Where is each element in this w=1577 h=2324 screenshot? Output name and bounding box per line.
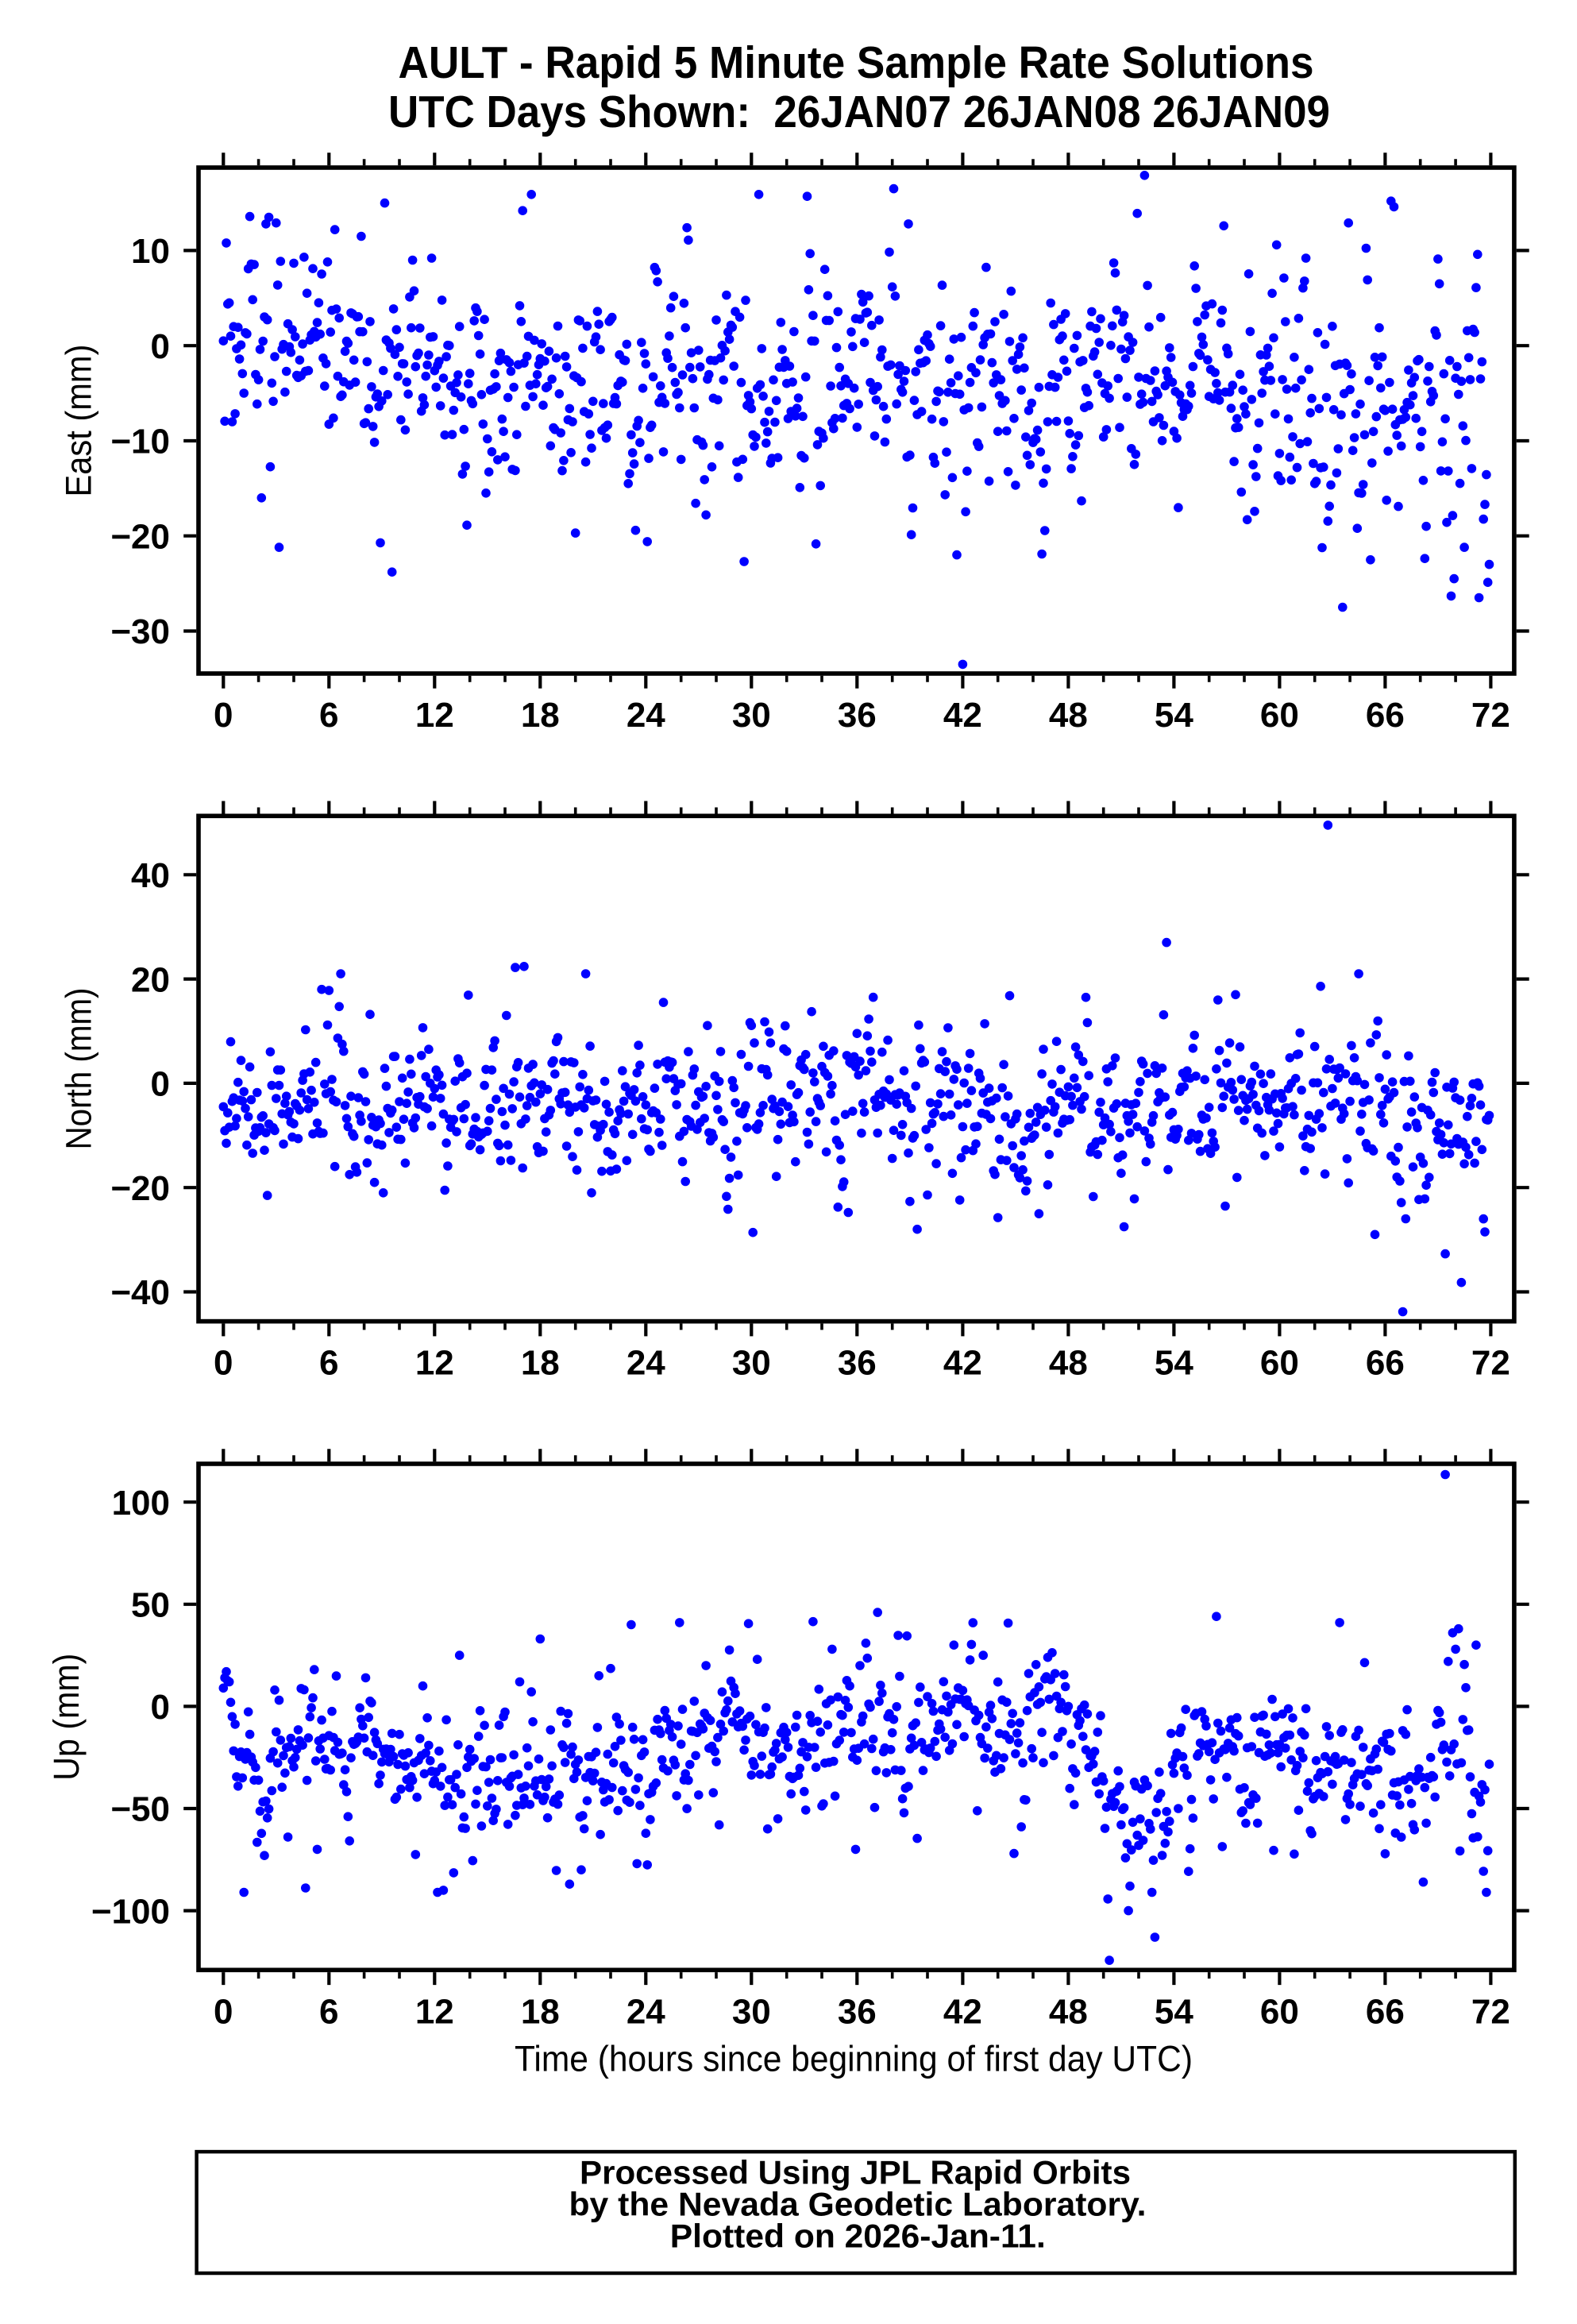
svg-text:72: 72 xyxy=(1471,1992,1510,2031)
svg-text:36: 36 xyxy=(838,696,877,735)
svg-text:Time (hours since beginning of: Time (hours since beginning of first day… xyxy=(515,2038,1193,2079)
svg-text:North (mm): North (mm) xyxy=(59,988,99,1150)
svg-text:by the Nevada Geodetic Laborat: by the Nevada Geodetic Laboratory. xyxy=(569,2185,1147,2222)
svg-text:12: 12 xyxy=(415,696,454,735)
svg-text:0: 0 xyxy=(214,1992,233,2031)
svg-text:Plotted on 2026-Jan-11.: Plotted on 2026-Jan-11. xyxy=(670,2217,1046,2254)
svg-text:0: 0 xyxy=(151,327,170,366)
svg-text:Processed Using JPL Rapid Orbi: Processed Using JPL Rapid Orbits xyxy=(580,2153,1131,2191)
svg-text:72: 72 xyxy=(1471,1344,1510,1383)
svg-text:18: 18 xyxy=(521,1992,560,2031)
svg-text:48: 48 xyxy=(1049,696,1088,735)
svg-text:42: 42 xyxy=(943,1344,982,1383)
svg-text:60: 60 xyxy=(1260,1344,1299,1383)
svg-text:42: 42 xyxy=(943,696,982,735)
svg-text:30: 30 xyxy=(732,1344,771,1383)
svg-text:UTC Days Shown: 26JAN07 26JAN: UTC Days Shown: 26JAN07 26JAN08 26JAN09 xyxy=(388,87,1330,137)
svg-text:66: 66 xyxy=(1366,1344,1405,1383)
svg-text:60: 60 xyxy=(1260,696,1299,735)
svg-text:0: 0 xyxy=(214,1344,233,1383)
svg-text:50: 50 xyxy=(131,1586,170,1625)
svg-text:0: 0 xyxy=(151,1688,170,1727)
svg-text:30: 30 xyxy=(732,696,771,735)
svg-text:36: 36 xyxy=(838,1992,877,2031)
svg-text:40: 40 xyxy=(131,856,170,895)
svg-text:−30: −30 xyxy=(110,612,170,651)
svg-text:36: 36 xyxy=(838,1344,877,1383)
svg-text:East (mm): East (mm) xyxy=(59,345,99,497)
svg-text:6: 6 xyxy=(319,1344,338,1383)
svg-text:54: 54 xyxy=(1155,696,1193,735)
svg-text:6: 6 xyxy=(319,1992,338,2031)
svg-text:6: 6 xyxy=(319,696,338,735)
svg-text:66: 66 xyxy=(1366,1992,1405,2031)
svg-text:54: 54 xyxy=(1155,1992,1193,2031)
svg-text:24: 24 xyxy=(627,1992,665,2031)
svg-text:60: 60 xyxy=(1260,1992,1299,2031)
svg-text:12: 12 xyxy=(415,1992,454,2031)
svg-text:−10: −10 xyxy=(110,423,170,461)
svg-text:18: 18 xyxy=(521,1344,560,1383)
svg-text:48: 48 xyxy=(1049,1344,1088,1383)
svg-text:30: 30 xyxy=(732,1992,771,2031)
svg-text:−40: −40 xyxy=(110,1273,170,1312)
svg-text:20: 20 xyxy=(131,960,170,999)
svg-text:−100: −100 xyxy=(91,1892,170,1931)
svg-text:0: 0 xyxy=(214,696,233,735)
svg-text:18: 18 xyxy=(521,696,560,735)
svg-text:100: 100 xyxy=(112,1484,170,1523)
svg-text:AULT - Rapid 5 Minute Sample R: AULT - Rapid 5 Minute Sample Rate Soluti… xyxy=(399,37,1314,88)
svg-text:−20: −20 xyxy=(110,1169,170,1208)
svg-text:Up (mm): Up (mm) xyxy=(46,1654,87,1781)
svg-text:−20: −20 xyxy=(110,517,170,556)
svg-text:72: 72 xyxy=(1471,696,1510,735)
svg-text:0: 0 xyxy=(151,1065,170,1104)
svg-text:10: 10 xyxy=(131,232,170,271)
svg-text:48: 48 xyxy=(1049,1992,1088,2031)
svg-text:42: 42 xyxy=(943,1992,982,2031)
svg-text:54: 54 xyxy=(1155,1344,1193,1383)
svg-text:66: 66 xyxy=(1366,696,1405,735)
svg-text:24: 24 xyxy=(627,1344,665,1383)
svg-text:24: 24 xyxy=(627,696,665,735)
svg-text:−50: −50 xyxy=(110,1790,170,1829)
svg-text:12: 12 xyxy=(415,1344,454,1383)
